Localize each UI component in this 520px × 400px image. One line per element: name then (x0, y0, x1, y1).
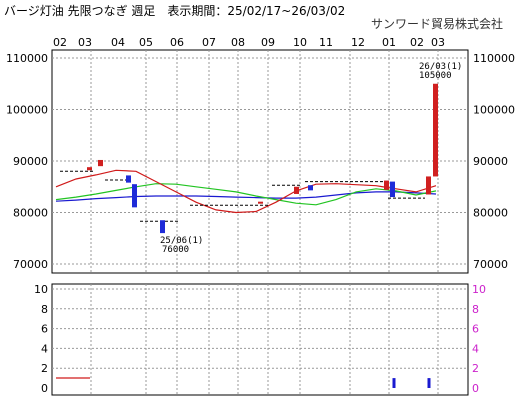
volume-y-tick-right: 0 (472, 382, 479, 395)
x-tick-label: 12 (351, 36, 365, 49)
x-tick-label: 02 (410, 36, 424, 49)
annotation-high-value: 105000 (419, 71, 452, 81)
y-tick-label-left: 80000 (13, 207, 48, 220)
x-tick-label: 06 (170, 36, 184, 49)
ma-mid-line (55, 183, 437, 206)
volume-y-tick-left: 0 (41, 382, 48, 395)
candle-up (426, 176, 431, 195)
y-tick-label-right: 70000 (473, 258, 508, 271)
volume-bar (392, 378, 396, 388)
candle-up (258, 201, 263, 204)
candle-down (308, 185, 313, 191)
x-tick-label: 10 (293, 36, 307, 49)
y-tick-label-left: 110000 (6, 52, 48, 65)
candle-down (132, 184, 137, 208)
chart-source: サンワード貿易株式会社 (371, 16, 503, 31)
y-tick-label-left: 90000 (13, 155, 48, 168)
x-tick-label: 07 (202, 36, 216, 49)
x-tick-label: 03 (78, 36, 92, 49)
candle-up (98, 159, 103, 167)
candle-up (294, 186, 299, 194)
y-tick-label-right: 80000 (473, 207, 508, 220)
x-tick-label: 04 (111, 36, 125, 49)
annotation-high-date: 26/03(1) (419, 62, 462, 72)
volume-y-tick-right: 8 (472, 303, 479, 316)
x-tick-label: 09 (261, 36, 275, 49)
x-axis-ticks: 02 03 04 05 06 07 08 09 10 11 12 01 02 03 (53, 36, 445, 49)
volume-y-tick-right: 6 (472, 323, 479, 336)
volume-y-tick-left: 10 (34, 283, 48, 296)
volume-y-tick-left: 6 (41, 323, 48, 336)
volume-y-tick-left: 2 (41, 362, 48, 375)
volume-y-tick-right: 4 (472, 342, 479, 355)
volume-y-tick-left: 4 (41, 342, 48, 355)
chart-title: バージ灯油 先限つなぎ 週足 表示期間：25/02/17~26/03/02 (4, 4, 345, 18)
ma-short-line (55, 169, 437, 214)
x-tick-label: 08 (231, 36, 245, 49)
volume-panel-frame (51, 283, 469, 396)
y-tick-label-right: 100000 (473, 104, 515, 117)
y-tick-label-right: 90000 (473, 155, 508, 168)
x-tick-label: 11 (319, 36, 333, 49)
x-tick-label: 05 (139, 36, 153, 49)
candle-up (87, 167, 92, 171)
volume-y-tick-left: 8 (41, 303, 48, 316)
price-panel: 70000 70000 80000 80000 90000 90000 100000 1000… (6, 49, 515, 274)
candle-down (390, 181, 395, 198)
volume-panel: 0 0 2 2 4 4 6 6 8 8 10 10 (34, 283, 486, 396)
annotation-low-value: 76000 (162, 245, 189, 255)
y-tick-label-right: 110000 (473, 52, 515, 65)
volume-y-tick-right: 10 (472, 283, 486, 296)
annotation-low-date: 25/06(1) (160, 236, 203, 246)
candle-down (126, 175, 131, 183)
volume-y-tick-right: 2 (472, 362, 479, 375)
volume-bar (427, 378, 431, 388)
y-tick-label-left: 100000 (6, 104, 48, 117)
y-tick-label-left: 70000 (13, 258, 48, 271)
x-tick-label: 01 (382, 36, 396, 49)
candle-down (160, 220, 165, 234)
x-tick-label: 02 (53, 36, 67, 49)
ma-long-line (55, 191, 437, 202)
x-tick-label: 03 (431, 36, 445, 49)
candle-up (433, 83, 438, 177)
candle-up (384, 180, 389, 190)
